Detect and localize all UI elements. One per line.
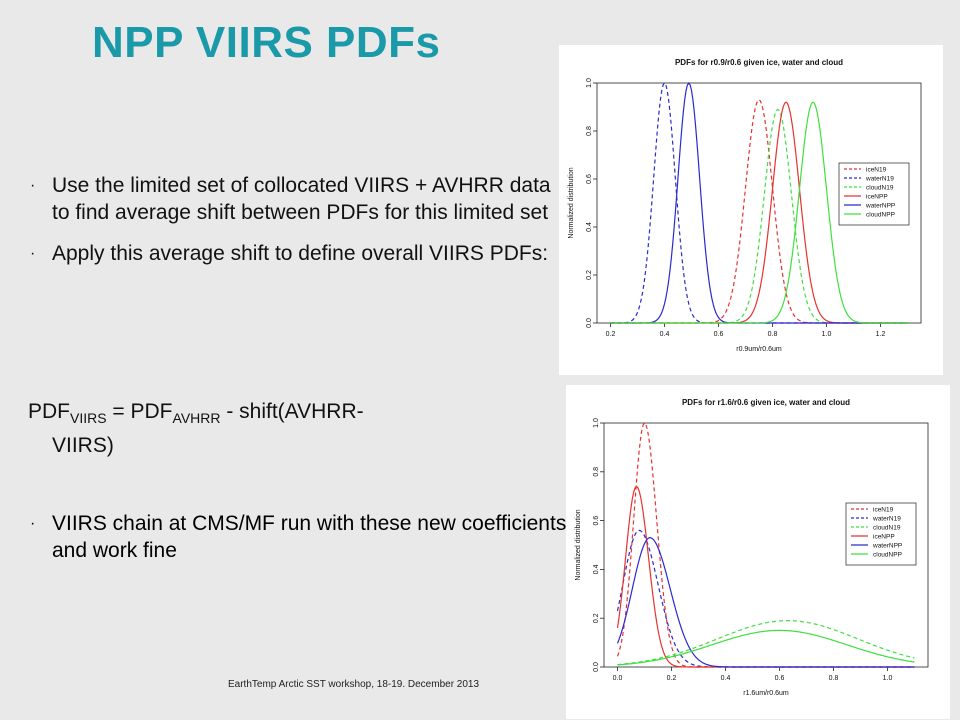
formula-rhs: - shift(AVHRR-: [220, 400, 364, 423]
y-tick-label: 0.2: [586, 270, 593, 280]
pdf-formula: PDFVIIRS = PDFAVHRR - shift(AVHRR- VIIRS…: [28, 398, 548, 459]
legend-entry: waterN19: [865, 176, 894, 183]
bullet-text: VIIRS chain at CMS/MF run with these new…: [52, 512, 567, 562]
x-axis-label: r0.9um/r0.6um: [736, 346, 782, 353]
legend-entry: cloudN19: [866, 185, 894, 192]
y-tick-label: 0.2: [593, 613, 600, 623]
x-tick-label: 0.4: [660, 331, 670, 338]
legend-entry: iceNPP: [873, 534, 895, 541]
bullet-item: · VIIRS chain at CMS/MF run with these n…: [28, 510, 582, 564]
y-tick-label: 0.8: [586, 126, 593, 136]
bullet-mark: ·: [30, 177, 36, 194]
bullet-item: · Apply this average shift to define ove…: [28, 240, 558, 267]
x-tick-label: 0.6: [775, 675, 785, 682]
legend-entry: cloudNPP: [873, 552, 902, 559]
y-tick-label: 1.0: [586, 78, 593, 88]
formula-lhs: PDF: [28, 400, 70, 423]
y-axis-label: Normalized distribution: [568, 167, 575, 238]
y-tick-label: 1.0: [593, 418, 600, 428]
y-tick-label: 0.6: [593, 516, 600, 526]
y-tick-label: 0.0: [593, 662, 600, 672]
footer-text: EarthTemp Arctic SST workshop, 18-19. De…: [228, 679, 480, 690]
y-axis-label: Normalized distribution: [575, 509, 582, 580]
series-line-waterNPP: [616, 537, 915, 668]
bullet-mark: ·: [30, 245, 36, 262]
legend-entry: waterN19: [872, 516, 901, 523]
chart-r16-r06-svg: PDFs for r1.6/r0.6 given ice, water and …: [575, 398, 929, 697]
x-tick-label: 0.2: [667, 675, 677, 682]
formula-continuation: VIIRS): [52, 434, 114, 457]
series-line-cloudNPP: [617, 629, 915, 666]
x-tick-label: 0.4: [721, 675, 731, 682]
y-tick-label: 0.0: [586, 318, 593, 328]
legend-entry: iceNPP: [866, 194, 888, 201]
x-tick-label: 1.2: [876, 331, 886, 338]
formula-eq: = PDF: [106, 400, 173, 423]
x-tick-label: 1.0: [822, 331, 832, 338]
chart-r09-r06: PDFs for r0.9/r0.6 given ice, water and …: [559, 45, 943, 375]
bullet-list: · Use the limited set of collocated VIIR…: [28, 172, 558, 267]
y-tick-label: 0.6: [586, 174, 593, 184]
formula-rhs-sub: AVHRR: [172, 410, 221, 426]
legend-box: [845, 502, 917, 566]
bullet-mark: ·: [30, 515, 36, 532]
legend-entry: iceN19: [873, 507, 894, 514]
series-line-cloudN19: [617, 620, 915, 666]
chart-r16-r06: PDFs for r1.6/r0.6 given ice, water and …: [566, 385, 950, 719]
legend-entry: waterNPP: [872, 543, 902, 550]
chart-title: PDFs for r1.6/r0.6 given ice, water and …: [682, 398, 850, 407]
legend-entry: waterNPP: [865, 203, 895, 210]
bullet-text: Use the limited set of collocated VIIRS …: [52, 174, 551, 224]
y-tick-label: 0.4: [593, 564, 600, 574]
legend-box: [838, 162, 910, 226]
bullet-text: Apply this average shift to define overa…: [52, 242, 549, 265]
legend-entry: cloudN19: [873, 525, 901, 532]
x-tick-label: 0.2: [606, 331, 616, 338]
legend-entry: iceN19: [866, 167, 887, 174]
bullet-item: · Use the limited set of collocated VIIR…: [28, 172, 558, 226]
series-line-cloudNPP: [610, 101, 908, 324]
x-tick-label: 0.8: [768, 331, 778, 338]
x-axis-label: r1.6um/r0.6um: [743, 690, 789, 697]
x-tick-label: 1.0: [883, 675, 893, 682]
x-tick-label: 0.6: [714, 331, 724, 338]
legend-entry: cloudNPP: [866, 212, 895, 219]
x-tick-label: 0.8: [829, 675, 839, 682]
chart-title: PDFs for r0.9/r0.6 given ice, water and …: [675, 58, 843, 67]
y-tick-label: 0.4: [586, 222, 593, 232]
x-tick-label: 0.0: [613, 675, 623, 682]
formula-lhs-sub: VIIRS: [70, 410, 107, 426]
y-tick-label: 0.8: [593, 467, 600, 477]
slide-title: NPP VIIRS PDFs: [92, 18, 441, 67]
chart-r09-r06-svg: PDFs for r0.9/r0.6 given ice, water and …: [568, 58, 922, 353]
